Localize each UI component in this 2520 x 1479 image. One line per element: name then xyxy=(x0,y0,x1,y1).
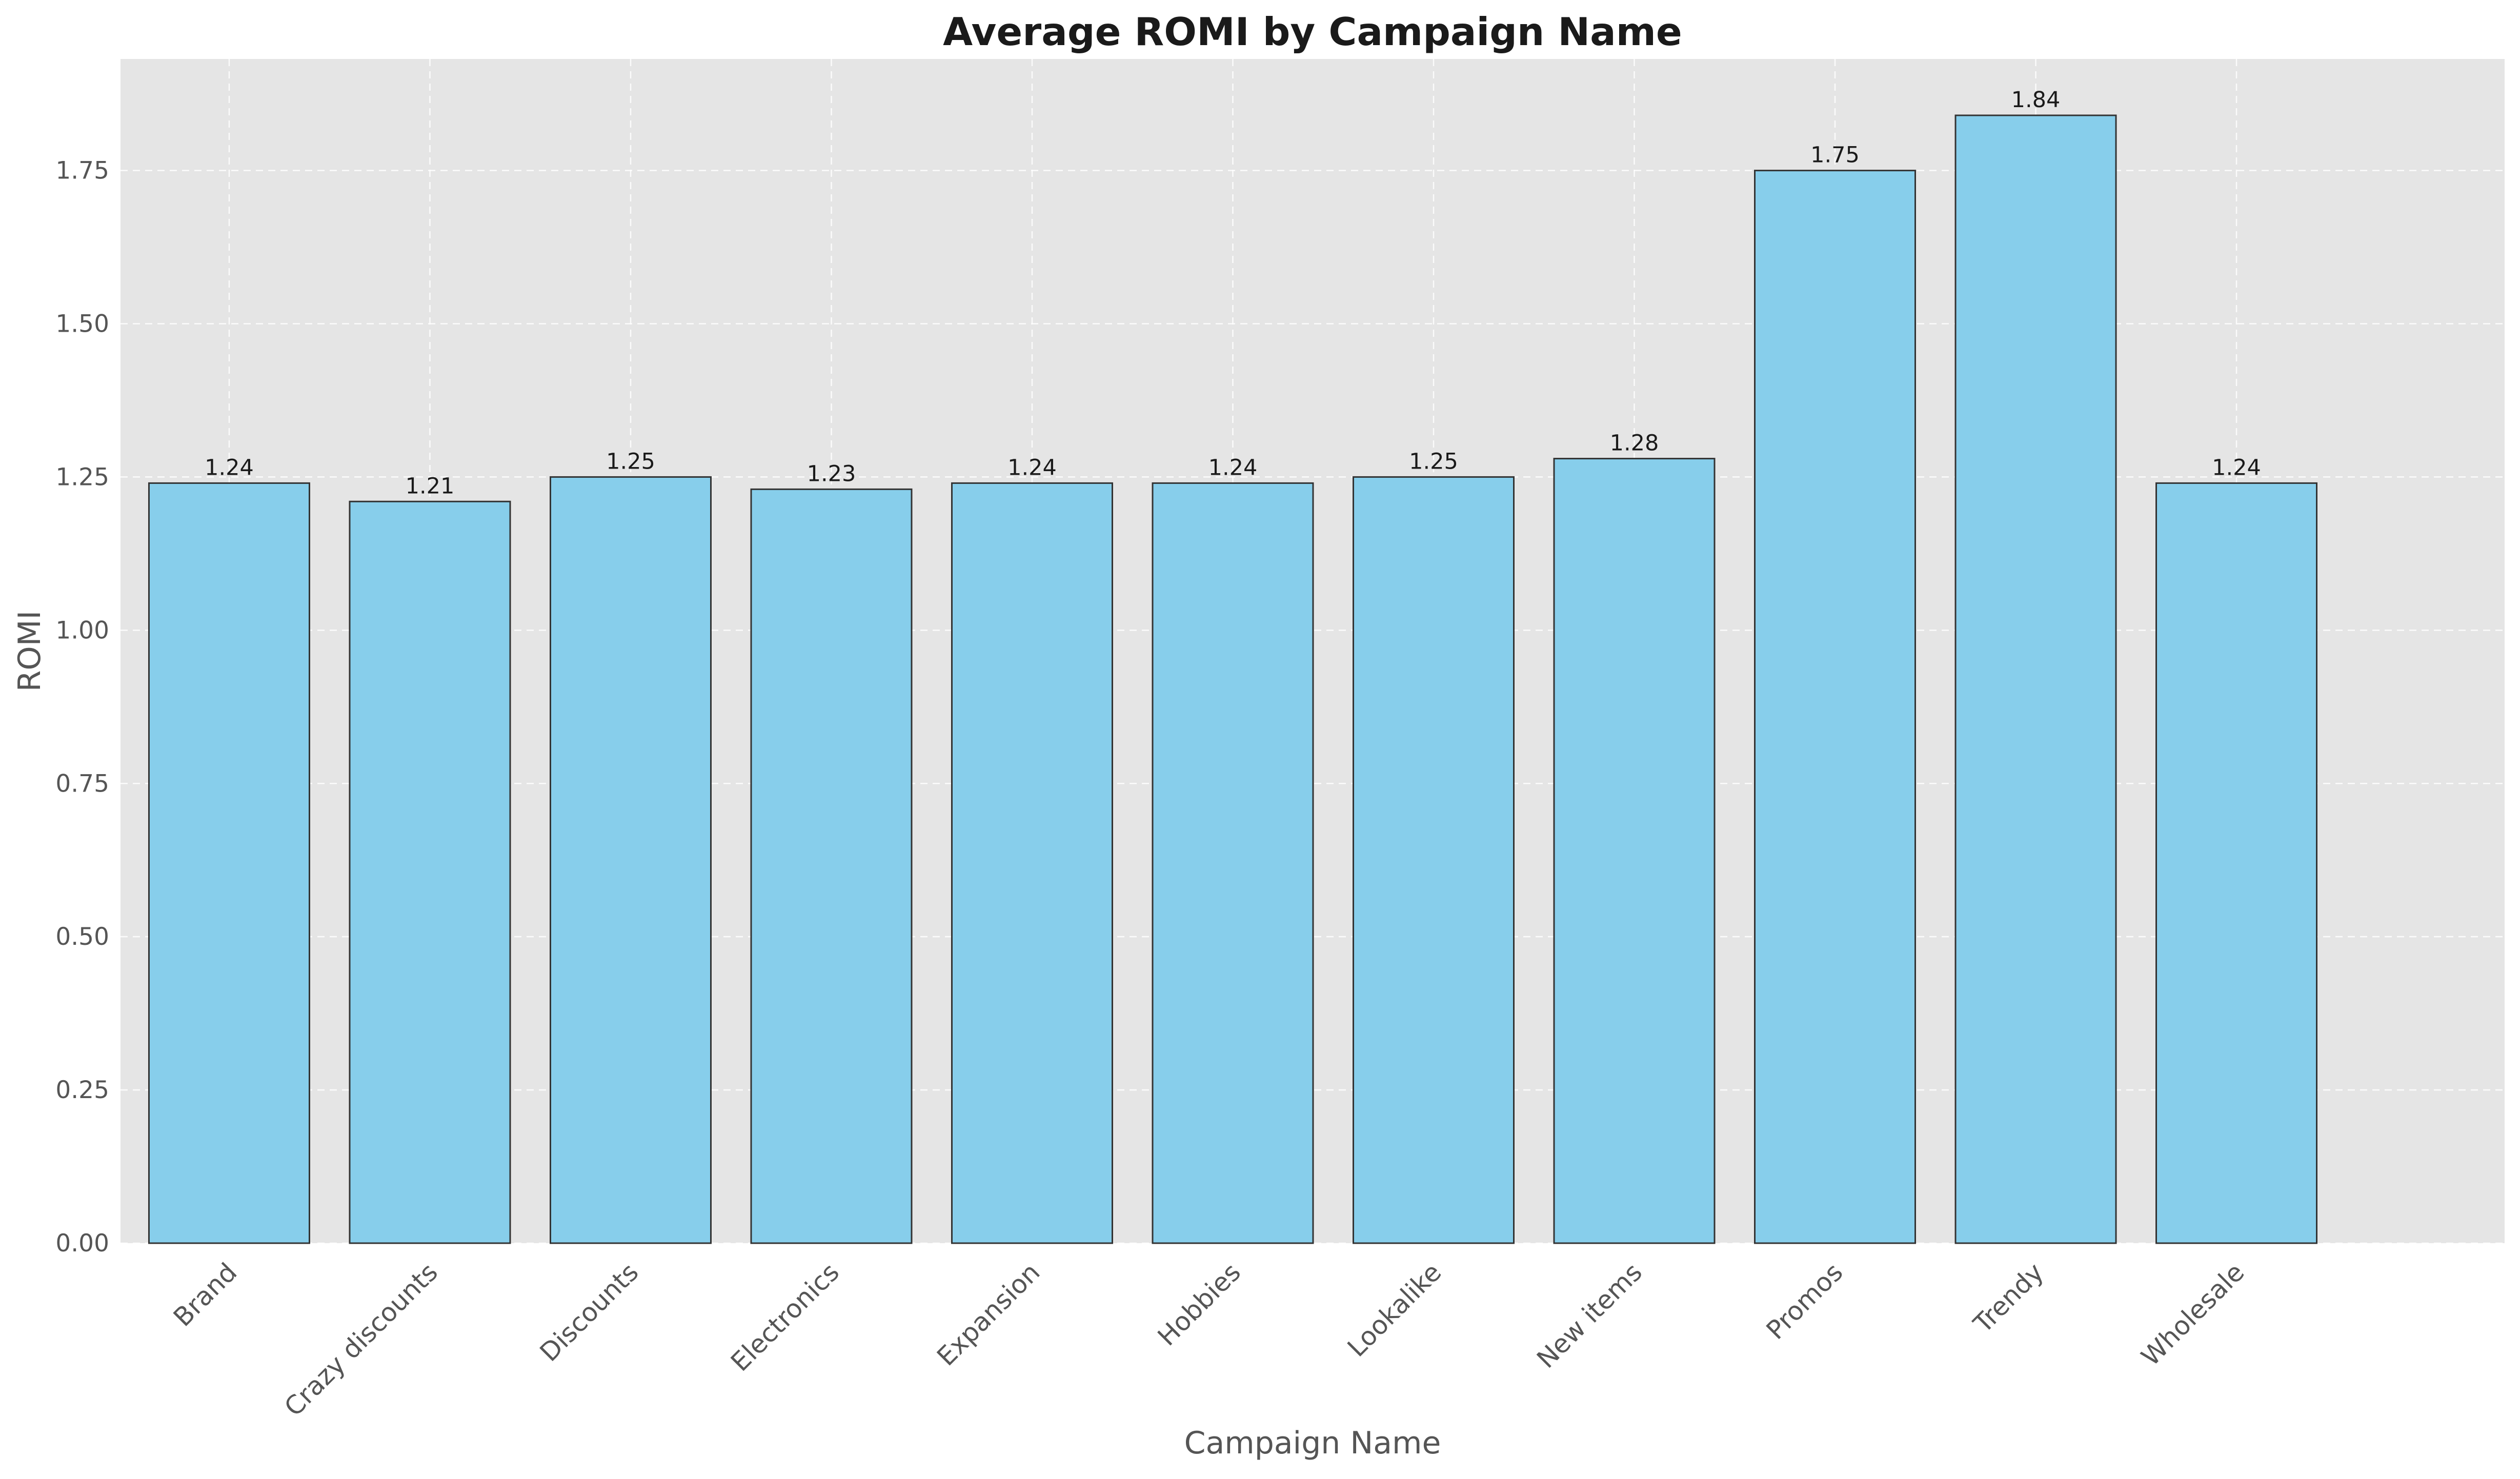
bar-expansion xyxy=(951,482,1113,1244)
bar-value-label: 1.25 xyxy=(606,449,655,474)
x-tick-label: Discounts xyxy=(534,1257,644,1367)
x-tick-labels: Brand Crazy discounts Discounts Electronics… xyxy=(168,1257,2250,1422)
y-tick-labels: 0.00 0.25 0.50 0.75 1.00 1.25 1.50 1.75 xyxy=(55,157,109,1258)
bar-value-label: 1.24 xyxy=(2212,455,2261,480)
y-tick-label: 0.25 xyxy=(55,1076,109,1104)
bar-value-labels: 1.24 1.21 1.25 1.23 1.24 1.24 1.25 1.28 1.75 1.84… xyxy=(205,87,2261,499)
y-tick-label: 0.00 xyxy=(55,1229,109,1258)
x-tick-label: Wholesale xyxy=(2135,1257,2250,1371)
y-tick-label: 1.50 xyxy=(55,310,109,338)
y-tick-label: 1.75 xyxy=(55,157,109,185)
bars xyxy=(148,114,2317,1244)
bar-new-items xyxy=(1553,458,1716,1244)
bar-value-label: 1.23 xyxy=(807,461,856,487)
x-tick-label: Lookalike xyxy=(1342,1257,1447,1362)
bar-value-label: 1.24 xyxy=(1208,455,1258,480)
bar-value-label: 1.75 xyxy=(1810,143,1860,168)
x-tick-label: Brand xyxy=(168,1257,243,1332)
chart-title: Average ROMI by Campaign Name xyxy=(943,9,1682,54)
x-tick-label: Hobbies xyxy=(1152,1257,1246,1351)
bar-value-label: 1.28 xyxy=(1610,431,1659,456)
y-tick-label: 1.00 xyxy=(55,616,109,644)
x-tick-label: Promos xyxy=(1761,1257,1849,1345)
x-axis-label: Campaign Name xyxy=(1184,1425,1441,1461)
bar-promos xyxy=(1754,170,1916,1244)
bar-value-label: 1.24 xyxy=(205,455,254,480)
y-axis-label: ROMI xyxy=(12,611,48,692)
x-tick-label: Crazy discounts xyxy=(279,1257,443,1422)
bar-trendy xyxy=(1954,114,2117,1244)
bar-value-label: 1.25 xyxy=(1409,449,1458,474)
bar-wholesale xyxy=(2155,482,2317,1244)
bar-discounts xyxy=(550,476,712,1244)
bar-electronics xyxy=(750,488,913,1244)
bar-crazy-discounts xyxy=(349,500,511,1244)
bar-brand xyxy=(148,482,310,1244)
bar-value-label: 1.21 xyxy=(406,473,455,499)
y-tick-label: 0.75 xyxy=(55,769,109,798)
x-tick-label: Expansion xyxy=(931,1257,1045,1371)
x-tick-label: Trendy xyxy=(1968,1257,2049,1339)
bar-value-label: 1.24 xyxy=(1007,455,1057,480)
x-tick-label: Electronics xyxy=(725,1257,845,1377)
bar-hobbies xyxy=(1152,482,1314,1244)
y-tick-label: 1.25 xyxy=(55,463,109,491)
bar-value-label: 1.84 xyxy=(2011,87,2061,113)
x-tick-label: New items xyxy=(1531,1257,1648,1374)
bar-lookalike xyxy=(1353,476,1515,1244)
y-tick-label: 0.50 xyxy=(55,923,109,951)
